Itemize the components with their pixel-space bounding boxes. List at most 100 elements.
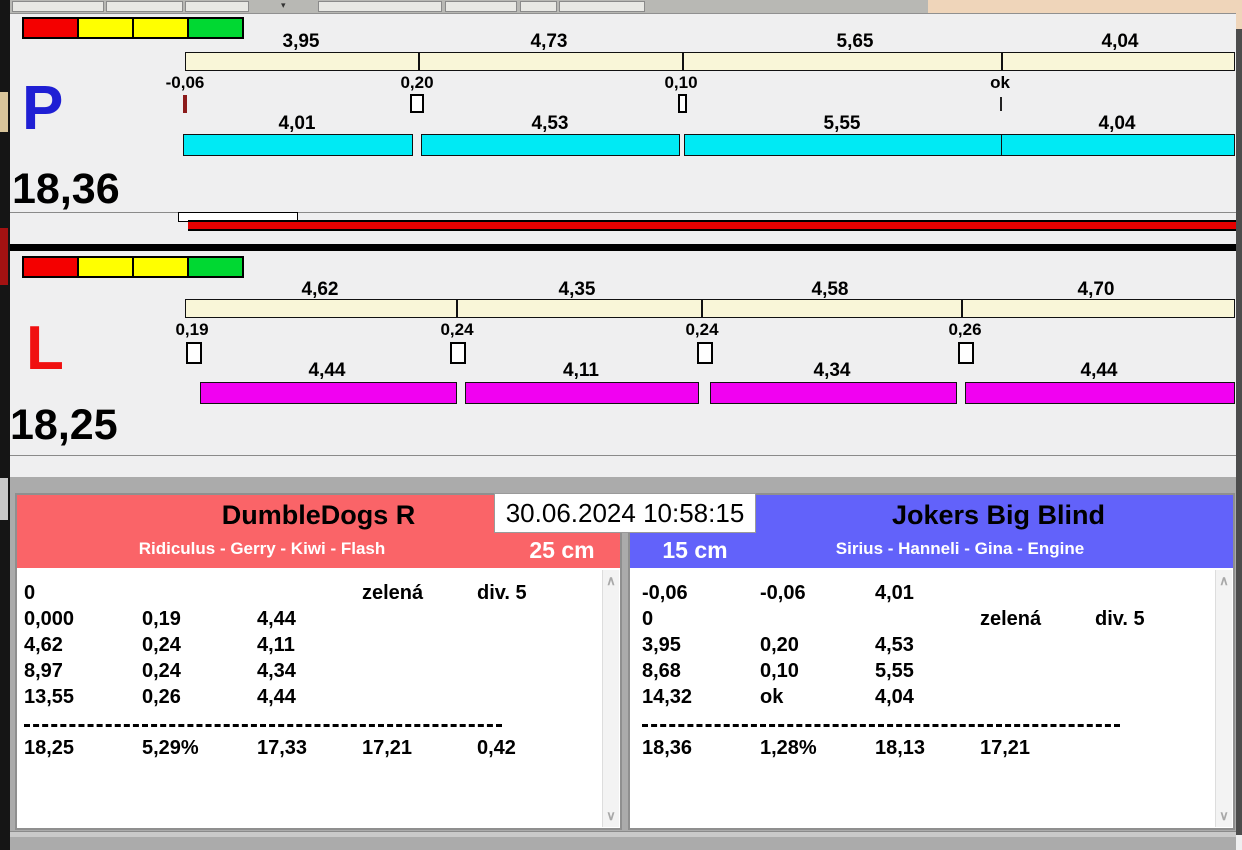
split-label: 4,58 [811,279,849,300]
scroll-down-icon[interactable]: ∨ [1219,808,1229,823]
dog-bar [421,134,680,156]
dog-time-label: 4,53 [531,113,569,134]
cell: 4,01 [875,582,914,604]
table-row: 13,55 0,26 4,44 [24,684,527,710]
cell: 0 [642,608,654,630]
cell: 0,000 [24,608,75,630]
team-left-total-row: 18,25 5,29% 17,33 17,21 0,42 [24,735,516,761]
dog-bar [183,134,413,156]
cell: 17,21 [980,737,1031,759]
start-light-red [24,19,77,37]
cell [362,632,477,658]
split-tick [418,53,420,70]
cell: 0,19 [142,608,181,630]
team-right-total-row: 18,36 1,28% 18,13 17,21 [642,735,1095,761]
team-right-scrollbar[interactable]: ∧ ∨ [1215,570,1232,827]
cell: 0,24 [142,660,181,682]
cell [980,632,1095,658]
cell: 18,13 [875,737,926,759]
cell: 18,36 [642,737,693,759]
left-edge-strip [0,0,10,850]
cell [257,580,362,606]
dog-bar [200,382,457,404]
cell: -0,06 [642,582,688,604]
right-edge-strip [1236,29,1242,835]
cell: 4,44 [257,608,296,630]
dog-bar [1001,134,1235,156]
exchange-marker-box [410,94,424,113]
table-separator [642,724,1120,727]
scroll-down-icon[interactable]: ∨ [606,808,616,823]
cell: 4,62 [24,634,63,656]
dog-time-label: 4,44 [1080,360,1118,381]
table-row: 0 zelená div. 5 [24,580,527,606]
cell: 5,29% [142,737,199,759]
lane-p-total: 18,36 [12,165,120,213]
exchange-label: 0,26 [948,320,982,339]
start-light-red [24,258,77,276]
team-left-members: Ridiculus - Gerry - Kiwi - Flash [138,539,386,558]
start-light-green [189,19,242,37]
table-row: 3,95 0,20 4,53 [642,632,1145,658]
exchange-marker-box [958,342,974,364]
table-row: 4,62 0,24 4,11 [24,632,527,658]
race-progress-bar [188,220,1236,231]
cell [760,606,875,632]
cell: 4,53 [875,634,914,656]
bottom-area-highlight [10,831,1236,837]
cell: 0,42 [477,737,516,759]
cell: 0,26 [142,686,181,708]
datetime-display: 30.06.2024 10:58:15 [494,493,756,533]
cell: 18,25 [24,737,75,759]
dog-time-label: 5,55 [823,113,861,134]
split-label: 4,73 [530,31,568,52]
toolbar-segment [318,1,442,12]
team-left-jump-height: 25 cm [529,537,595,563]
table-separator [24,724,502,727]
split-label: 4,62 [301,279,339,300]
split-label: 4,70 [1077,279,1115,300]
table-row: 8,97 0,24 4,34 [24,658,527,684]
cell: 8,68 [642,660,681,682]
cell: 13,55 [24,686,75,708]
scroll-up-icon[interactable]: ∧ [1219,573,1229,588]
left-edge-fragment [0,92,8,132]
split-bar-l [185,299,1235,318]
cell [980,684,1095,710]
cell: 0 [24,582,36,604]
exchange-marker-box [697,342,713,364]
cell [980,658,1095,684]
cell: 17,21 [362,737,413,759]
left-edge-fragment [0,228,8,285]
toolbar-segment [520,1,557,12]
exchange-marker-box [678,94,687,113]
split-label: 4,04 [1101,31,1139,52]
dog-bar [965,382,1235,404]
start-light-yellow [134,19,187,37]
table-row: 0,000 0,19 4,44 [24,606,527,632]
cell: 0,20 [760,634,799,656]
team-right-members: Sirius - Hanneli - Gina - Engine [835,539,1085,558]
scroll-up-icon[interactable]: ∧ [606,573,616,588]
cell: 4,04 [875,686,914,708]
dog-bar [465,382,699,404]
lane-p-letter: P [22,74,64,143]
table-total-row: 18,36 1,28% 18,13 17,21 [642,735,1095,761]
cell: 4,34 [257,660,296,682]
cell: 0,10 [760,660,799,682]
lane-p-panel [10,13,1236,245]
exchange-label: 0,24 [440,320,474,339]
exchange-label: 0,10 [664,73,698,92]
table-row: 14,32 ok 4,04 [642,684,1145,710]
team-right-table: -0,06 -0,06 4,01 0 zelená div. 5 3,95 0,20 4,5… [642,580,1145,710]
lane-l-letter: L [26,314,64,383]
cell: 17,33 [257,737,308,759]
cell: 4,44 [257,686,296,708]
start-light-yellow [79,19,132,37]
exchange-marker-fault [183,95,187,113]
dog-time-label: 4,01 [278,113,316,134]
team-left-scrollbar[interactable]: ∧ ∨ [602,570,619,827]
dog-time-label: 4,34 [813,360,851,381]
cell: 3,95 [642,634,681,656]
